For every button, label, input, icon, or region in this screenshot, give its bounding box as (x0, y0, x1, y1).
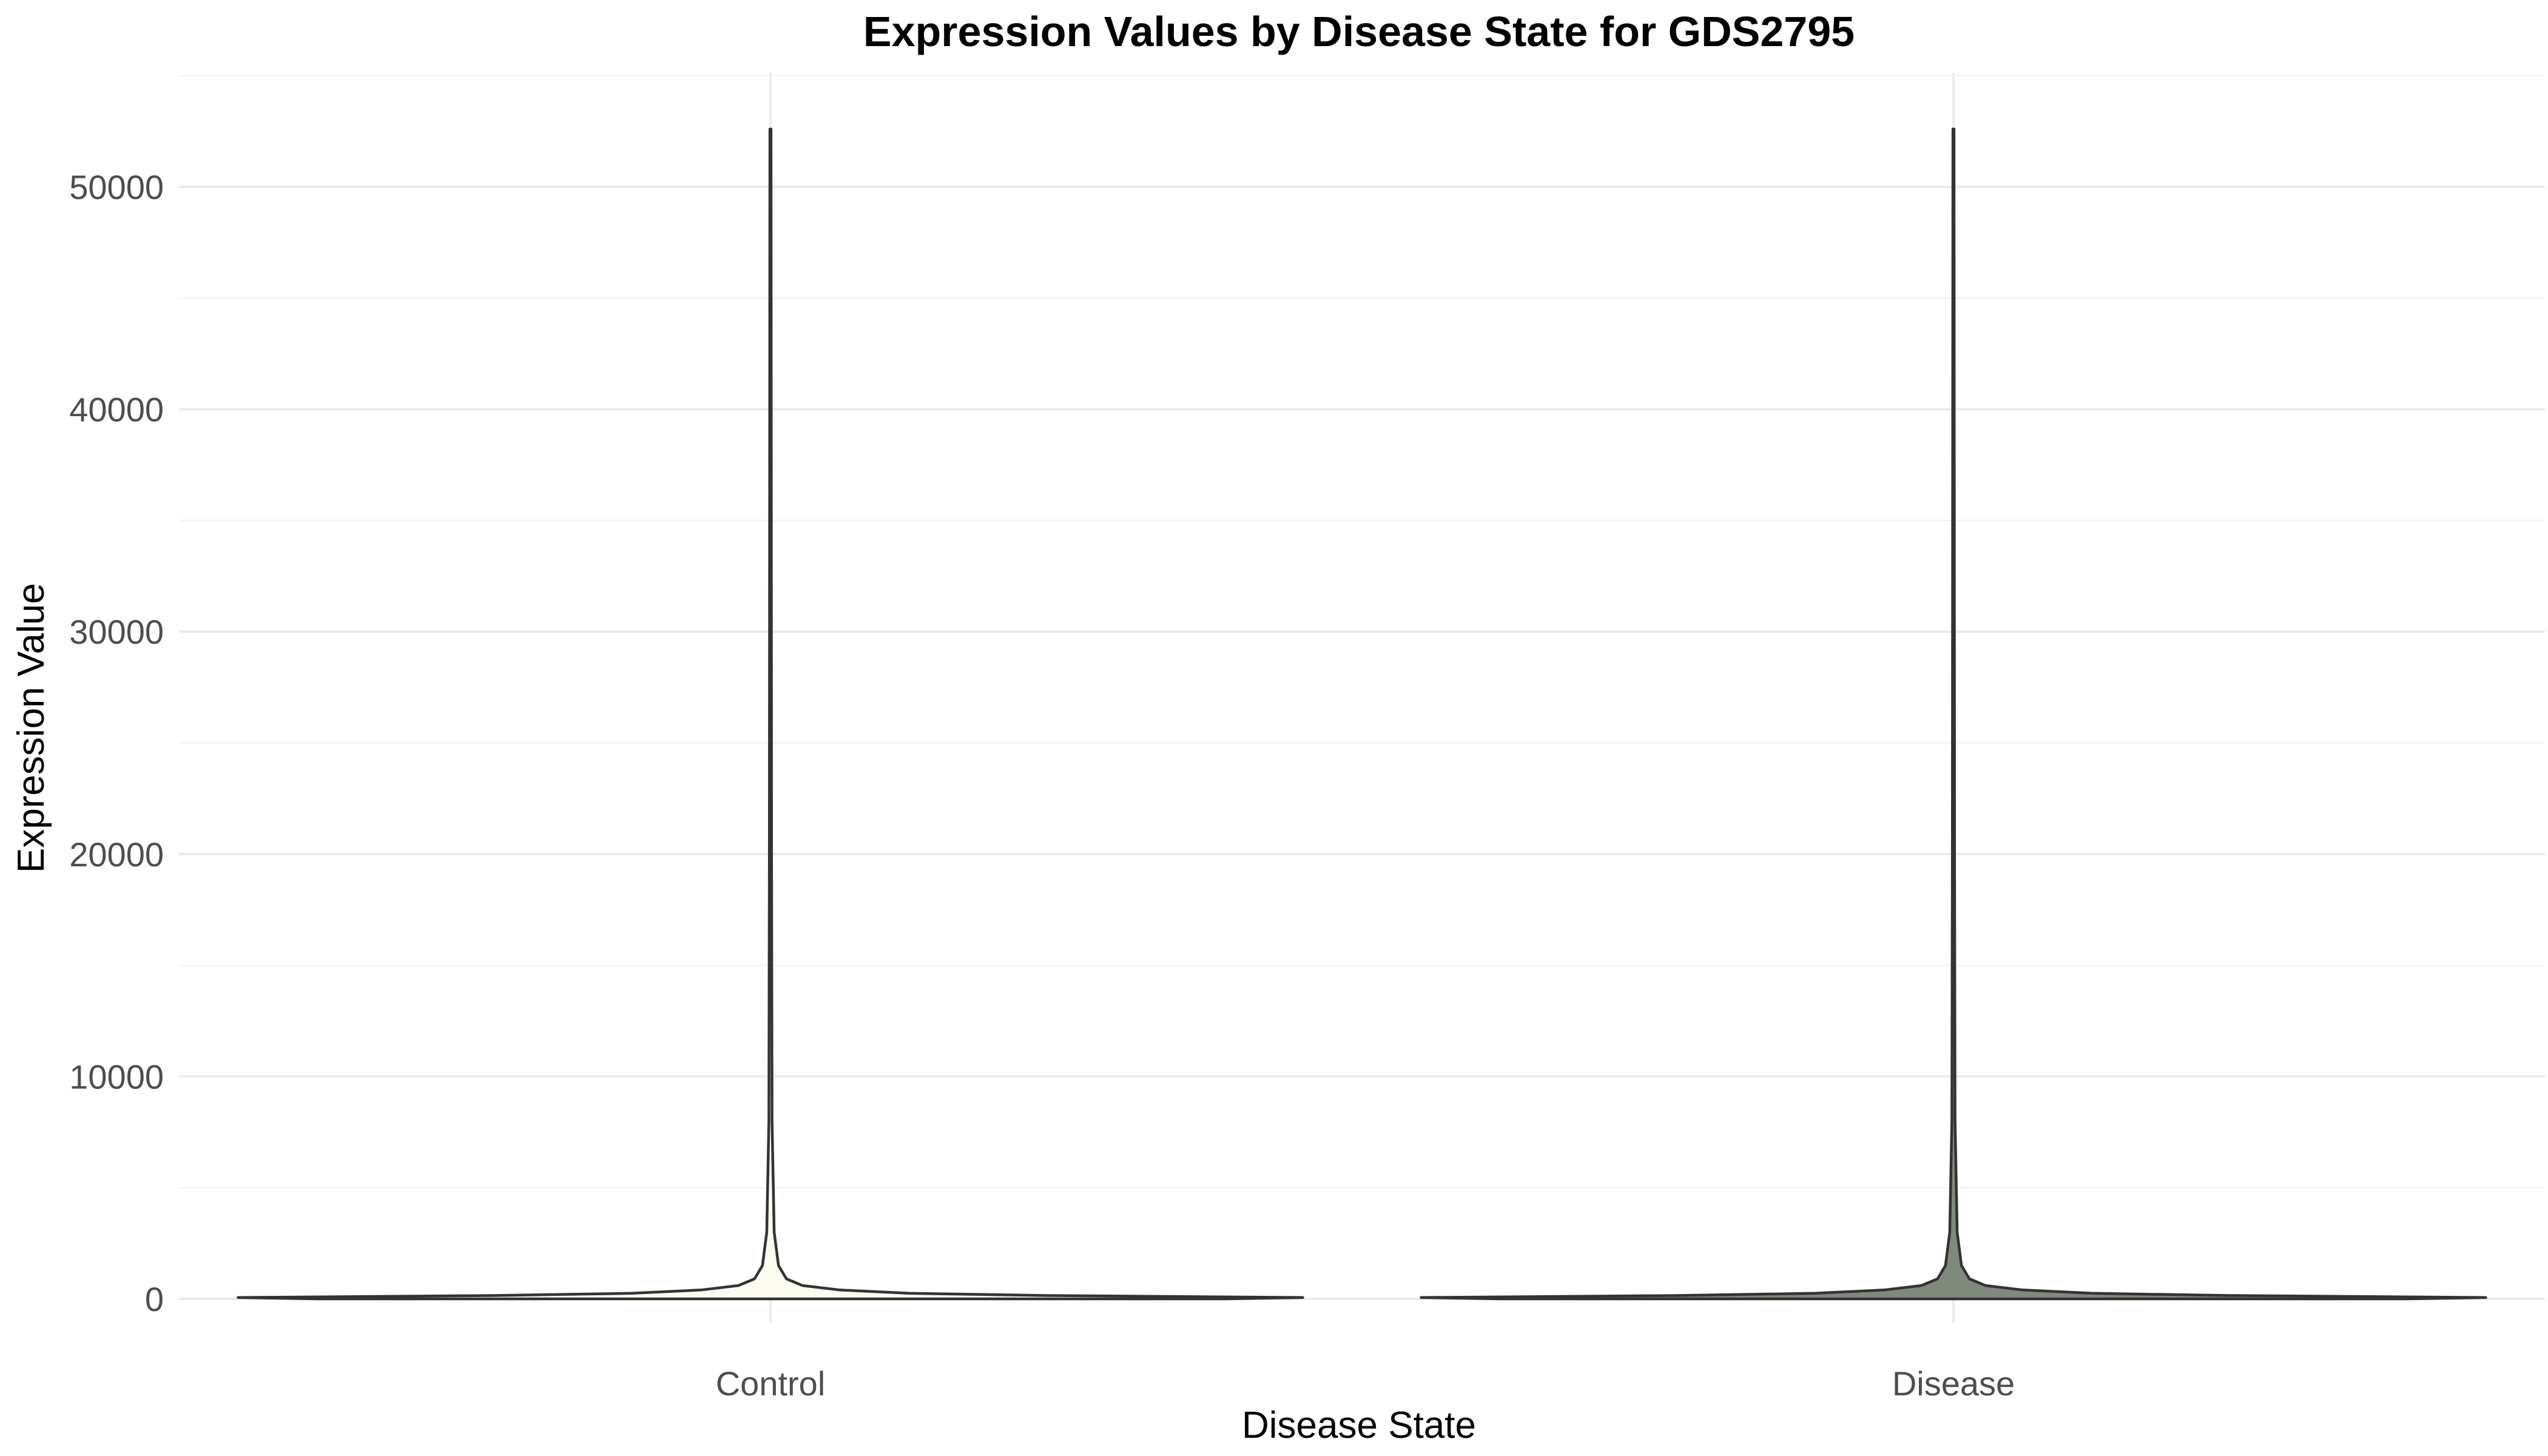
x-tick-label: Control (716, 1364, 826, 1403)
x-axis-title: Disease State (1242, 1404, 1476, 1446)
y-tick-label: 20000 (69, 835, 164, 874)
y-tick-label: 0 (145, 1280, 164, 1318)
violin-control (237, 127, 1304, 1301)
violin-disease (1420, 127, 2487, 1301)
x-axis-ticks: Control Disease (716, 1364, 2015, 1403)
y-axis-ticks: 0 10000 20000 30000 40000 50000 (69, 168, 164, 1318)
chart-title: Expression Values by Disease State for G… (863, 8, 1855, 55)
y-tick-label: 50000 (69, 168, 164, 206)
y-axis-title: Expression Value (10, 583, 52, 873)
x-tick-label: Disease (1892, 1364, 2015, 1403)
y-tick-label: 30000 (69, 613, 164, 651)
y-tick-label: 40000 (69, 391, 164, 429)
y-tick-label: 10000 (69, 1057, 164, 1096)
gridlines (179, 73, 2545, 1323)
violins (237, 127, 2487, 1301)
